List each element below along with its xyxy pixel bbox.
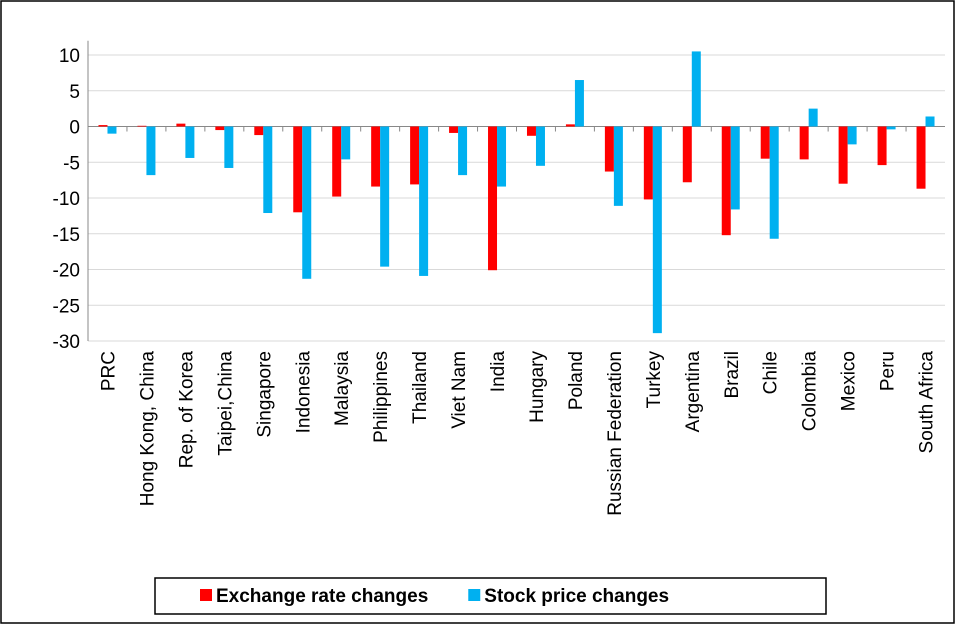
x-tick-label: Poland: [566, 351, 587, 410]
bar: [604, 126, 614, 172]
x-tick-label: Turkey: [644, 351, 665, 409]
x-tick-label: Taipei,China: [215, 351, 236, 456]
y-tick-label: 5: [69, 82, 80, 103]
x-tick-label: Colombia: [800, 351, 821, 432]
legend-label: Stock price changes: [484, 586, 669, 607]
x-tick-label: India: [488, 351, 509, 393]
bar: [721, 126, 731, 236]
bar: [293, 126, 303, 213]
bar: [458, 126, 468, 176]
bar: [302, 126, 312, 279]
bar: [380, 126, 390, 267]
legend-swatch: [200, 589, 212, 601]
bar: [652, 126, 662, 334]
bar: [682, 126, 692, 183]
bar: [877, 126, 887, 166]
bar: [886, 126, 896, 130]
y-tick-label: -25: [53, 296, 80, 317]
y-tick-label: -10: [53, 189, 80, 210]
bar: [185, 126, 195, 158]
bar: [838, 126, 848, 184]
y-tick-label: 10: [59, 46, 80, 67]
bar: [535, 126, 545, 166]
x-tick-label: Hong Kong, China: [137, 351, 158, 507]
y-tick-label: -30: [53, 332, 80, 353]
bar: [730, 126, 740, 210]
bar: [808, 108, 818, 127]
x-tick-label: South Africa: [917, 351, 938, 454]
bar: [215, 126, 225, 131]
x-tick-label: Philippines: [371, 351, 392, 443]
bar: [371, 126, 381, 187]
bar: [410, 126, 420, 185]
y-tick-label: -5: [63, 153, 80, 174]
bar: [224, 126, 234, 168]
x-tick-label: Brazil: [722, 351, 743, 399]
bar: [925, 116, 935, 127]
x-tick-label: Chile: [761, 351, 782, 394]
bar: [691, 51, 701, 127]
bar: [341, 126, 351, 160]
bar: [760, 126, 770, 159]
bar: [847, 126, 857, 145]
x-tick-label: Indonesia: [293, 351, 314, 434]
x-tick-label: Argentina: [683, 351, 704, 433]
bar: [254, 126, 264, 136]
x-tick-label: Russian Federation: [605, 351, 626, 516]
x-tick-label: PRC: [98, 351, 119, 391]
y-tick-label: -15: [53, 225, 80, 246]
x-tick-label: Malaysia: [332, 351, 353, 426]
bar: [488, 126, 498, 271]
bar: [565, 124, 575, 127]
bar: [799, 126, 809, 160]
bar: [98, 125, 108, 127]
x-tick-label: Rep. of Korea: [176, 351, 197, 469]
x-tick-label: Viet Nam: [449, 351, 470, 429]
y-tick-label: -20: [53, 261, 80, 282]
legend-swatch: [468, 589, 481, 601]
bar: [916, 126, 926, 189]
bar: [176, 123, 186, 127]
bar: [769, 126, 779, 239]
bar: [449, 126, 459, 133]
x-tick-label: Singapore: [254, 351, 275, 438]
bar: [107, 126, 117, 134]
x-tick-label: Hungary: [527, 351, 548, 423]
bar: [263, 126, 273, 214]
bar: [643, 126, 653, 200]
bar: [419, 126, 429, 276]
legend-box: [154, 577, 827, 615]
y-tick-label: 0: [69, 118, 80, 139]
x-tick-label: Peru: [878, 351, 899, 391]
legend-label: Exchange rate changes: [216, 586, 428, 607]
bar: [332, 126, 342, 197]
x-tick-label: Thailand: [410, 351, 431, 424]
bar: [497, 126, 507, 187]
bar: [574, 80, 584, 127]
bar: [146, 126, 156, 176]
bar: [137, 125, 147, 127]
bar: [526, 126, 536, 136]
x-tick-label: Mexico: [839, 351, 860, 411]
bar: [613, 126, 623, 206]
